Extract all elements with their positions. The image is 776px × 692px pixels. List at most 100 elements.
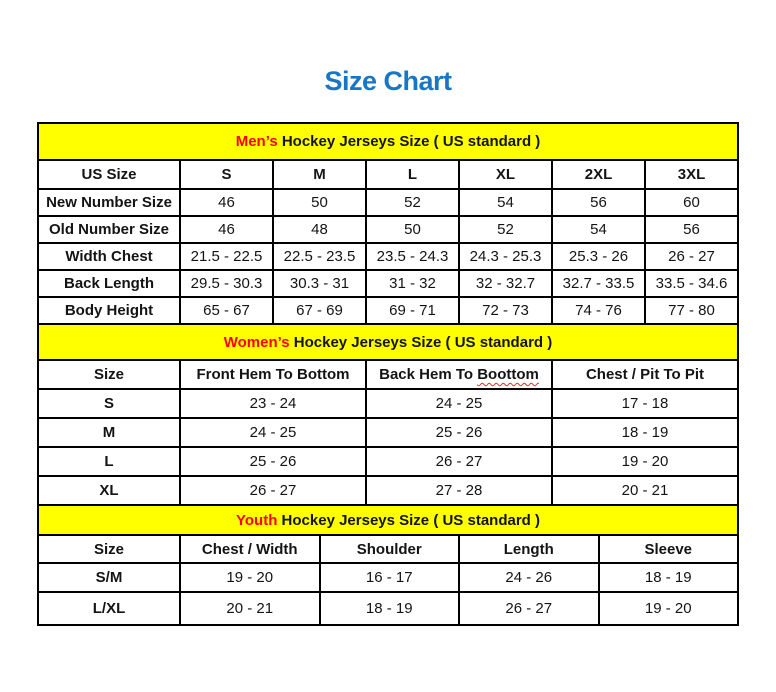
value-cell: 24 - 25 xyxy=(365,388,553,419)
mens-col-header: L xyxy=(365,159,460,190)
row-label: New Number Size xyxy=(37,188,181,217)
mens-table-row: Body Height 65 - 67 67 - 69 69 - 71 72 - 73 7… xyxy=(37,296,739,325)
value-cell: 74 - 76 xyxy=(551,296,646,325)
value-cell: 19 - 20 xyxy=(551,446,739,477)
value-cell: 69 - 71 xyxy=(365,296,460,325)
womens-col-header: Size xyxy=(37,359,181,390)
row-label: L/XL xyxy=(37,591,181,626)
value-cell: 33.5 - 34.6 xyxy=(644,269,739,298)
womens-section-banner: Women’s Hockey Jerseys Size ( US standar… xyxy=(37,323,739,361)
row-label: M xyxy=(37,417,181,448)
page-title: Size Chart xyxy=(324,66,452,96)
size-chart-table: Men’s Hockey Jerseys Size ( US standard … xyxy=(37,122,739,626)
value-cell: 48 xyxy=(272,215,367,244)
value-cell: 54 xyxy=(551,215,646,244)
value-cell: 67 - 69 xyxy=(272,296,367,325)
value-cell: 56 xyxy=(644,215,739,244)
mens-banner-highlight: Men’s xyxy=(235,133,278,150)
youth-banner-highlight: Youth xyxy=(236,511,278,529)
value-cell: 54 xyxy=(458,188,553,217)
mens-table-row: Old Number Size 46 48 50 52 54 56 xyxy=(37,215,739,244)
value-cell: 31 - 32 xyxy=(365,269,460,298)
youth-table-row: S/M 19 - 20 16 - 17 24 - 26 18 - 19 xyxy=(37,562,739,593)
value-cell: 20 - 21 xyxy=(179,591,321,626)
value-cell: 30.3 - 31 xyxy=(272,269,367,298)
youth-col-header: Chest / Width xyxy=(179,534,321,564)
youth-table-row: L/XL 20 - 21 18 - 19 26 - 27 19 - 20 xyxy=(37,591,739,626)
mens-col-header: S xyxy=(179,159,274,190)
womens-col-header: Chest / Pit To Pit xyxy=(551,359,739,390)
value-cell: 60 xyxy=(644,188,739,217)
value-cell: 18 - 19 xyxy=(551,417,739,448)
womens-header-row: Size Front Hem To Bottom Back Hem To Boott… xyxy=(37,359,739,390)
value-cell: 19 - 20 xyxy=(597,591,739,626)
mens-col-header: XL xyxy=(458,159,553,190)
youth-banner-row: Youth Hockey Jerseys Size ( US standard … xyxy=(37,504,739,536)
value-cell: 46 xyxy=(179,215,274,244)
mens-header-row: US Size S M L XL 2XL 3XL xyxy=(37,159,739,190)
value-cell: 21.5 - 22.5 xyxy=(179,242,274,271)
value-cell: 18 - 19 xyxy=(597,562,739,593)
youth-section-banner: Youth Hockey Jerseys Size ( US standard … xyxy=(37,504,739,536)
value-cell: 50 xyxy=(272,188,367,217)
value-cell: 23 - 24 xyxy=(179,388,367,419)
row-label: Back Length xyxy=(37,269,181,298)
value-cell: 19 - 20 xyxy=(179,562,321,593)
mens-table-row: New Number Size 46 50 52 54 56 60 xyxy=(37,188,739,217)
value-cell: 25 - 26 xyxy=(365,417,553,448)
womens-table-row: XL 26 - 27 27 - 28 20 - 21 xyxy=(37,475,739,506)
youth-col-header: Sleeve xyxy=(597,534,739,564)
value-cell: 46 xyxy=(179,188,274,217)
misspelled-word: Boottom xyxy=(477,366,539,383)
value-cell: 16 - 17 xyxy=(318,562,460,593)
womens-table-row: S 23 - 24 24 - 25 17 - 18 xyxy=(37,388,739,419)
value-cell: 18 - 19 xyxy=(318,591,460,626)
mens-col-header: 3XL xyxy=(644,159,739,190)
youth-col-header: Shoulder xyxy=(318,534,460,564)
value-cell: 50 xyxy=(365,215,460,244)
value-cell: 22.5 - 23.5 xyxy=(272,242,367,271)
value-cell: 56 xyxy=(551,188,646,217)
mens-section-banner: Men’s Hockey Jerseys Size ( US standard … xyxy=(37,122,739,161)
value-cell: 52 xyxy=(365,188,460,217)
womens-table-row: M 24 - 25 25 - 26 18 - 19 xyxy=(37,417,739,448)
value-cell: 20 - 21 xyxy=(551,475,739,506)
womens-col-header: Back Hem To Boottom xyxy=(365,359,553,390)
value-cell: 25.3 - 26 xyxy=(551,242,646,271)
row-label: Body Height xyxy=(37,296,181,325)
value-cell: 24 - 26 xyxy=(458,562,600,593)
mens-col-header: M xyxy=(272,159,367,190)
value-cell: 26 - 27 xyxy=(644,242,739,271)
value-cell: 23.5 - 24.3 xyxy=(365,242,460,271)
value-cell: 24.3 - 25.3 xyxy=(458,242,553,271)
value-cell: 32 - 32.7 xyxy=(458,269,553,298)
value-cell: 29.5 - 30.3 xyxy=(179,269,274,298)
row-label: Old Number Size xyxy=(37,215,181,244)
row-label: L xyxy=(37,446,181,477)
womens-banner-row: Women’s Hockey Jerseys Size ( US standar… xyxy=(37,323,739,361)
mens-col-header: US Size xyxy=(37,159,181,190)
value-cell: 24 - 25 xyxy=(179,417,367,448)
youth-col-header: Length xyxy=(458,534,600,564)
value-cell: 72 - 73 xyxy=(458,296,553,325)
youth-header-row: Size Chest / Width Shoulder Length Sleeve xyxy=(37,534,739,564)
mens-banner-row: Men’s Hockey Jerseys Size ( US standard … xyxy=(37,122,739,161)
mens-col-header: 2XL xyxy=(551,159,646,190)
value-cell: 17 - 18 xyxy=(551,388,739,419)
row-label: XL xyxy=(37,475,181,506)
youth-col-header: Size xyxy=(37,534,181,564)
mens-table-row: Back Length 29.5 - 30.3 30.3 - 31 31 - 32 32… xyxy=(37,269,739,298)
row-label: S xyxy=(37,388,181,419)
womens-col-header: Front Hem To Bottom xyxy=(179,359,367,390)
womens-table-row: L 25 - 26 26 - 27 19 - 20 xyxy=(37,446,739,477)
value-cell: 25 - 26 xyxy=(179,446,367,477)
value-cell: 77 - 80 xyxy=(644,296,739,325)
value-cell: 32.7 - 33.5 xyxy=(551,269,646,298)
value-cell: 65 - 67 xyxy=(179,296,274,325)
value-cell: 26 - 27 xyxy=(365,446,553,477)
value-cell: 26 - 27 xyxy=(179,475,367,506)
value-cell: 27 - 28 xyxy=(365,475,553,506)
value-cell: 26 - 27 xyxy=(458,591,600,626)
value-cell: 52 xyxy=(458,215,553,244)
